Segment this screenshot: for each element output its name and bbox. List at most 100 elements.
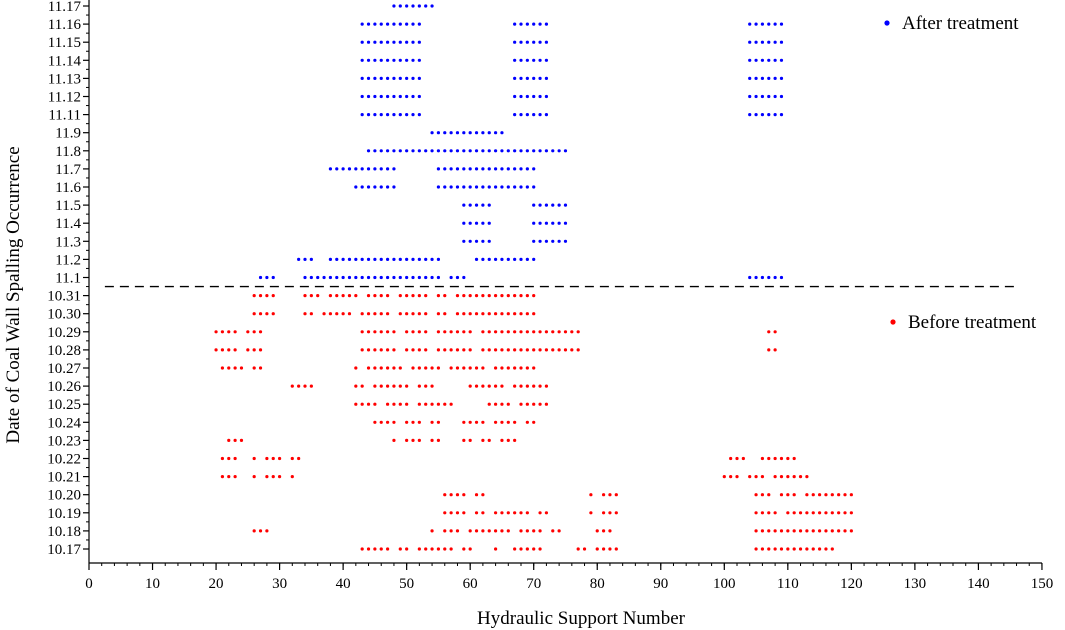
after-treatment-point [405, 76, 409, 80]
x-tick-label: 60 [463, 576, 478, 592]
after-treatment-point [449, 149, 453, 153]
after-treatment-point [773, 113, 777, 117]
before-treatment-point [366, 330, 371, 334]
before-treatment-point [506, 348, 510, 352]
before-treatment-point [824, 547, 828, 551]
after-treatment-point [532, 22, 536, 26]
before-treatment-point [354, 294, 358, 298]
y-tick-label: 10.27 [47, 361, 81, 377]
before-treatment-point [722, 475, 726, 479]
before-treatment-point [227, 438, 231, 442]
after-treatment-point [462, 131, 466, 135]
before-treatment-point [474, 420, 479, 424]
before-treatment-point [341, 312, 345, 316]
after-treatment-point [449, 167, 453, 171]
after-treatment-point [366, 185, 371, 189]
after-treatment-point [468, 167, 472, 171]
before-treatment-point [385, 402, 390, 406]
before-treatment-point [462, 330, 466, 334]
before-treatment-point [233, 366, 237, 370]
after-treatment-point [538, 58, 542, 62]
before-treatment-point [481, 438, 485, 442]
before-treatment-point [474, 511, 479, 515]
after-treatment-point [773, 275, 777, 280]
after-treatment-point [767, 275, 771, 280]
before-treatment-point [487, 384, 491, 388]
after-treatment-point [773, 40, 777, 44]
before-treatment-point [614, 493, 618, 497]
after-treatment-point [347, 275, 352, 280]
before-treatment-point [493, 384, 498, 388]
before-treatment-point [601, 511, 606, 515]
before-treatment-point [798, 475, 803, 479]
after-treatment-point [544, 22, 549, 26]
before-treatment-point [493, 511, 498, 515]
before-treatment-point [277, 475, 282, 479]
before-treatment-point [385, 330, 390, 334]
after-treatment-point [379, 40, 383, 44]
before-treatment-point [474, 529, 479, 533]
before-treatment-point [220, 366, 225, 370]
after-treatment-point [354, 275, 358, 280]
after-treatment-point [760, 113, 765, 117]
before-treatment-point [373, 384, 377, 388]
before-treatment-point [443, 348, 447, 352]
before-treatment-point [462, 312, 466, 316]
after-treatment-point [544, 94, 549, 99]
after-treatment-point [366, 40, 371, 44]
before-treatment-point [468, 366, 472, 370]
before-treatment-point [449, 493, 453, 497]
after-treatment-point [373, 113, 377, 117]
before-treatment-point [557, 529, 561, 533]
after-treatment-point [347, 257, 352, 261]
after-treatment-point [500, 185, 504, 189]
x-tick-label: 30 [272, 576, 287, 592]
before-treatment-point [773, 511, 777, 515]
after-treatment-point [519, 167, 523, 171]
after-treatment-point [767, 94, 771, 99]
before-treatment-point [563, 330, 568, 334]
before-treatment-point [455, 529, 460, 533]
after-treatment-point [398, 257, 402, 261]
before-treatment-point [417, 312, 421, 316]
after-treatment-point [760, 76, 765, 80]
before-treatment-point [735, 456, 739, 461]
after-treatment-point [430, 149, 434, 153]
after-treatment-point [519, 149, 523, 153]
before-treatment-point [513, 438, 517, 442]
y-tick-label: 10.25 [47, 397, 81, 413]
before-treatment-point [366, 547, 371, 551]
after-treatment-point [417, 22, 421, 26]
before-treatment-point [779, 456, 784, 461]
before-treatment-point [754, 493, 758, 497]
after-treatment-point [436, 149, 441, 153]
before-treatment-point [366, 312, 371, 316]
after-treatment-point [525, 22, 529, 26]
before-treatment-point [506, 312, 510, 316]
before-treatment-point [779, 475, 784, 479]
after-treatment-point [316, 275, 320, 280]
before-treatment-point [805, 511, 809, 515]
after-treatment-point [551, 149, 555, 153]
before-treatment-point [379, 547, 383, 551]
after-treatment-point [455, 185, 460, 189]
before-treatment-point [405, 312, 409, 316]
after-treatment-point [398, 113, 402, 117]
before-treatment-point [525, 384, 529, 388]
before-treatment-point [468, 529, 472, 533]
before-treatment-point [227, 330, 231, 334]
before-treatment-point [532, 420, 536, 424]
before-treatment-point [468, 330, 472, 334]
after-treatment-point [392, 40, 396, 44]
before-treatment-point [430, 438, 434, 442]
before-treatment-point [811, 493, 815, 497]
before-treatment-point [779, 547, 784, 551]
after-treatment-point [767, 58, 771, 62]
after-treatment-point [392, 185, 396, 189]
before-treatment-point [233, 330, 237, 334]
before-treatment-point [436, 348, 441, 352]
after-treatment-point [360, 22, 364, 26]
before-treatment-point [468, 547, 472, 551]
before-treatment-point [468, 420, 472, 424]
before-treatment-point [513, 330, 517, 334]
